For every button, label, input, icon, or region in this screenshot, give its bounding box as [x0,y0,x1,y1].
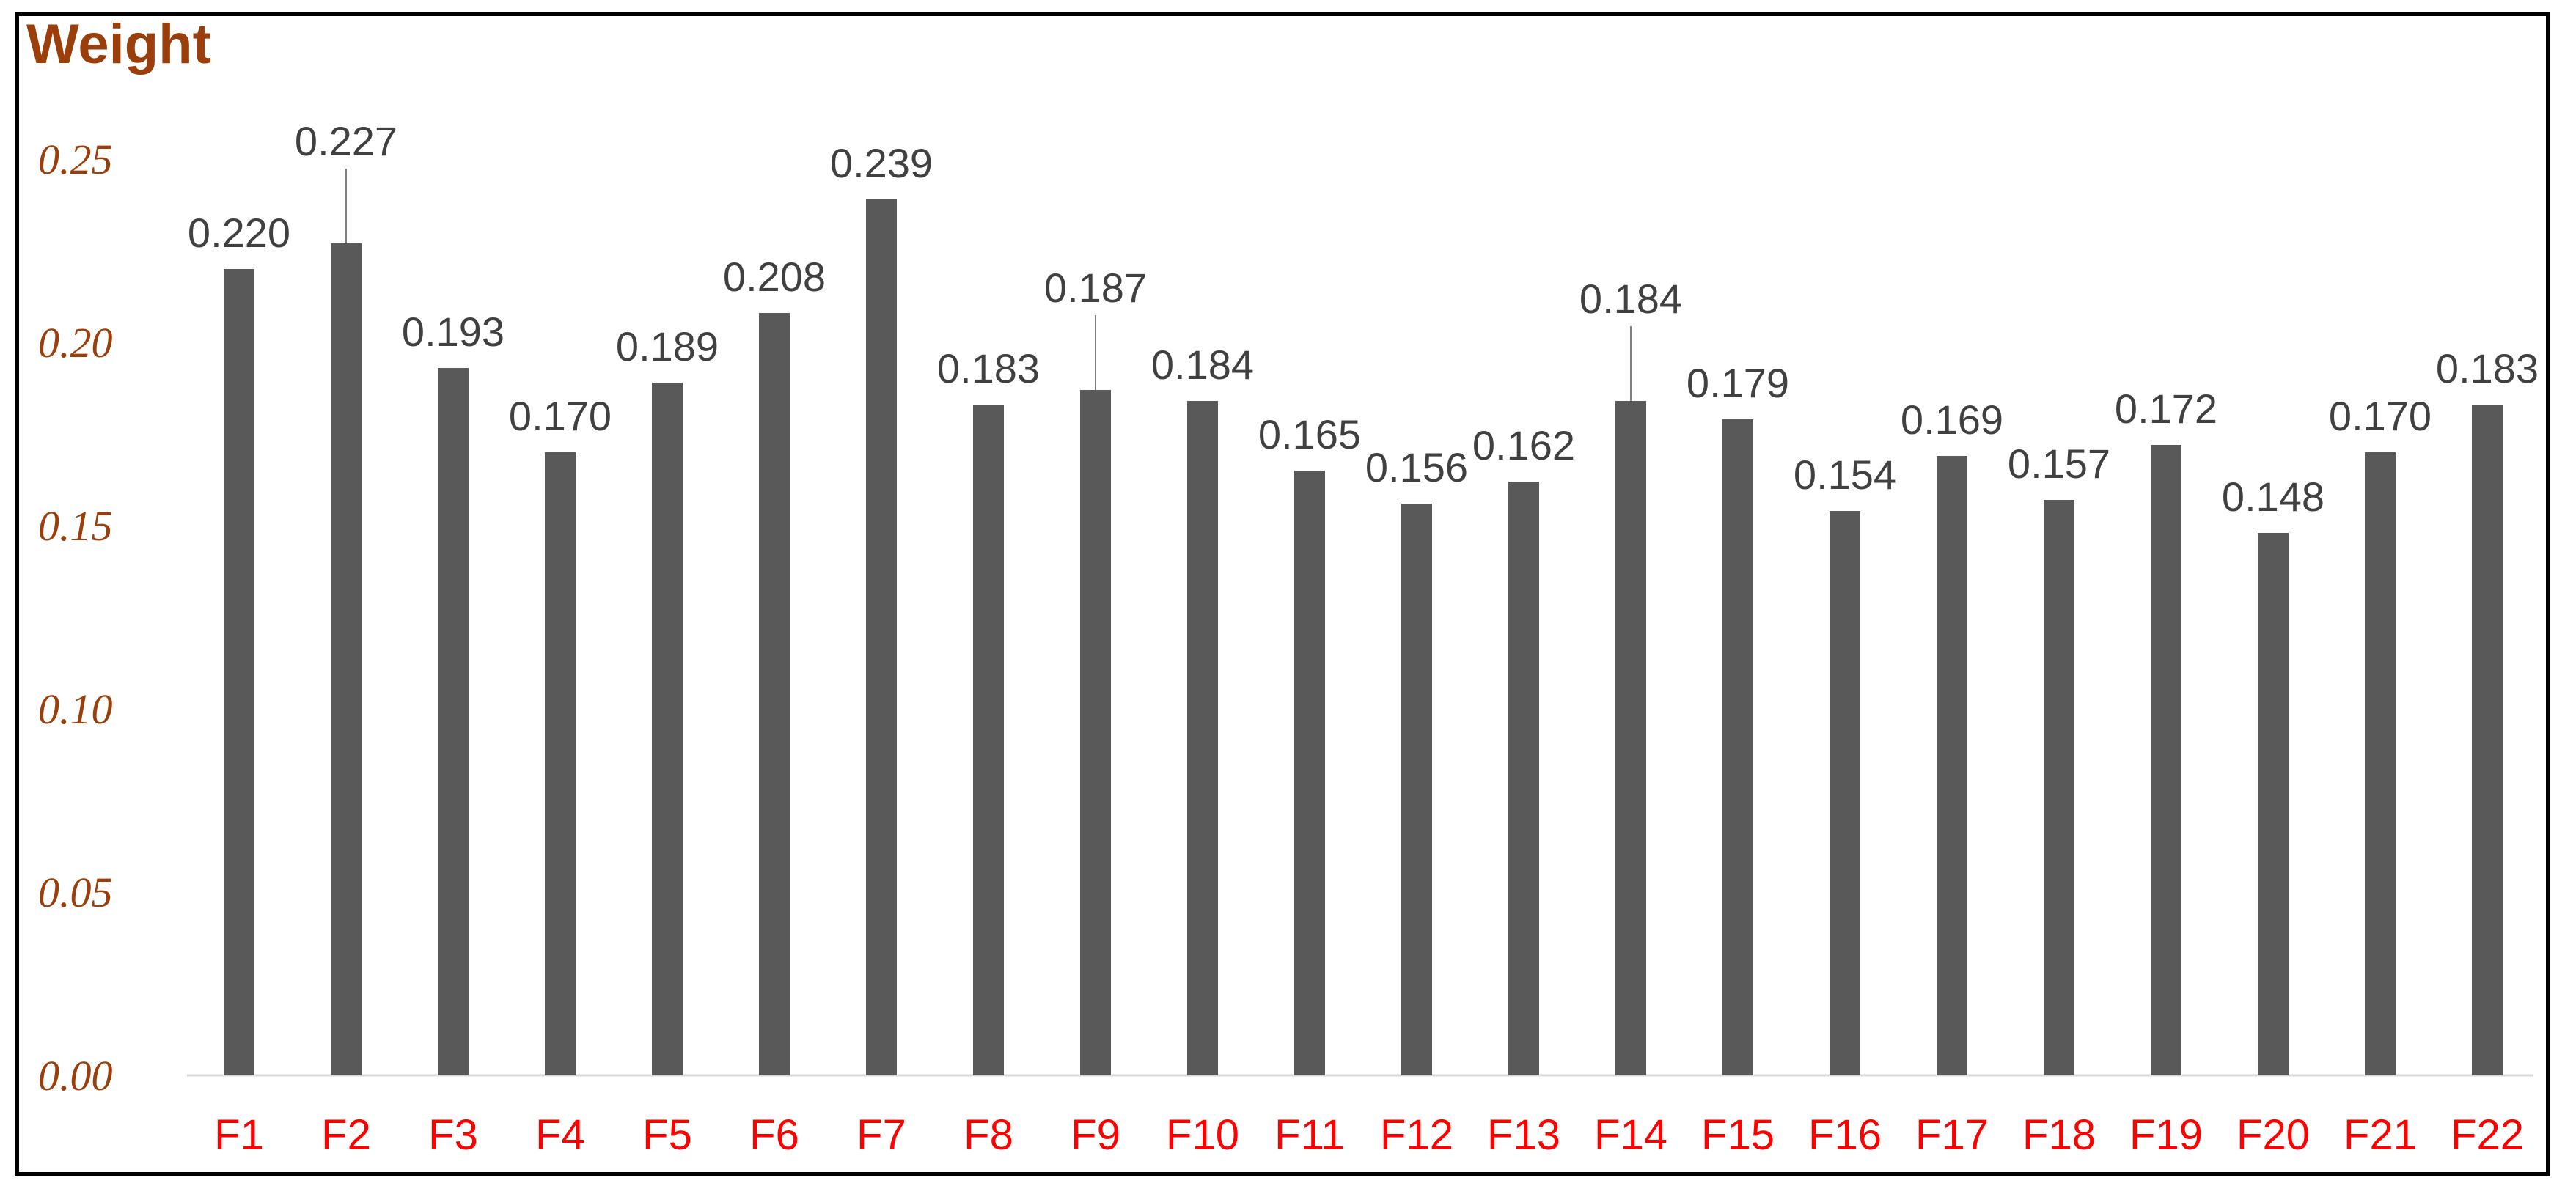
bar-f14 [1615,401,1646,1075]
x-tick-label: F1 [214,1111,264,1159]
chart-title: Weight [26,13,211,75]
bar-f13 [1508,482,1539,1075]
data-label: 0.157 [2008,441,2110,487]
data-label: 0.172 [2115,386,2217,432]
bar-f1 [224,269,254,1075]
data-label: 0.184 [1579,276,1682,322]
x-tick-label: F8 [964,1111,1013,1159]
bar-f11 [1294,471,1325,1075]
x-tick-label: F18 [2022,1111,2096,1159]
leader-lines-group [345,169,1632,401]
x-tick-label: F15 [1701,1111,1775,1159]
bars-group [224,199,2503,1075]
bar-f21 [2365,452,2396,1075]
x-tick-label: F3 [428,1111,478,1159]
bar-f19 [2151,445,2181,1075]
x-tick-label: F13 [1487,1111,1560,1159]
x-axis-ticks: F1 F2 F3 F4 F5 F6 F7 F8 F9 F10 F11 F12 F13 F14 F15 F16 F… [214,1111,2524,1159]
x-tick-label: F2 [321,1111,371,1159]
x-tick-label: F5 [642,1111,692,1159]
x-tick-label: F7 [856,1111,906,1159]
bar-f7 [866,199,897,1075]
y-tick-label: 0.25 [38,136,113,183]
y-tick-label: 0.20 [38,319,113,367]
x-tick-label: F10 [1166,1111,1239,1159]
data-label: 0.148 [2222,474,2324,520]
data-label: 0.169 [1901,397,2003,443]
bar-f16 [1830,511,1860,1075]
x-tick-label: F11 [1274,1111,1345,1159]
data-label: 0.187 [1044,265,1147,311]
x-tick-label: F12 [1380,1111,1453,1159]
x-tick-label: F14 [1594,1111,1667,1159]
data-label: 0.154 [1794,452,1896,498]
bar-f2 [331,243,362,1075]
bar-f9 [1080,390,1111,1075]
bar-f12 [1401,504,1432,1075]
data-label: 0.156 [1365,444,1468,490]
data-label: 0.183 [2436,345,2539,391]
data-label: 0.162 [1472,422,1575,468]
bar-f4 [545,452,576,1075]
x-tick-label: F20 [2236,1111,2310,1159]
data-label: 0.183 [937,345,1040,391]
y-tick-label: 0.10 [38,685,113,733]
y-tick-label: 0.15 [38,502,113,550]
data-label: 0.170 [2329,393,2432,439]
bar-f20 [2258,533,2289,1075]
data-label: 0.170 [509,393,612,439]
data-label: 0.220 [188,210,290,256]
bar-f17 [1937,456,1967,1075]
x-tick-label: F16 [1808,1111,1882,1159]
bar-f10 [1187,401,1218,1075]
chart-frame [15,12,2550,1176]
bar-f6 [759,313,790,1075]
bar-f5 [652,383,683,1075]
x-tick-label: F4 [535,1111,585,1159]
bar-f18 [2044,500,2074,1075]
bar-f3 [438,368,469,1075]
data-label: 0.184 [1151,342,1254,388]
data-label: 0.189 [616,323,719,369]
x-tick-label: F9 [1071,1111,1120,1159]
x-tick-label: F19 [2129,1111,2203,1159]
x-tick-label: F6 [749,1111,799,1159]
data-label: 0.239 [830,140,933,186]
data-label: 0.227 [295,118,397,164]
y-tick-label: 0.05 [38,869,113,916]
data-label: 0.193 [402,309,504,355]
x-tick-label: F22 [2451,1111,2524,1159]
data-label: 0.165 [1258,411,1361,457]
x-tick-label: F17 [1915,1111,1989,1159]
x-tick-label: F21 [2344,1111,2417,1159]
bar-f8 [973,405,1004,1075]
y-axis-ticks: 0.00 0.05 0.10 0.15 0.20 0.25 [38,136,113,1100]
bar-f15 [1722,419,1753,1075]
bar-f22 [2472,405,2503,1075]
data-label: 0.208 [723,254,826,300]
data-labels-group: 0.2200.2270.1930.1700.1890.2080.2390.183… [188,118,2539,520]
y-tick-label: 0.00 [38,1052,113,1100]
data-label: 0.179 [1687,360,1789,406]
